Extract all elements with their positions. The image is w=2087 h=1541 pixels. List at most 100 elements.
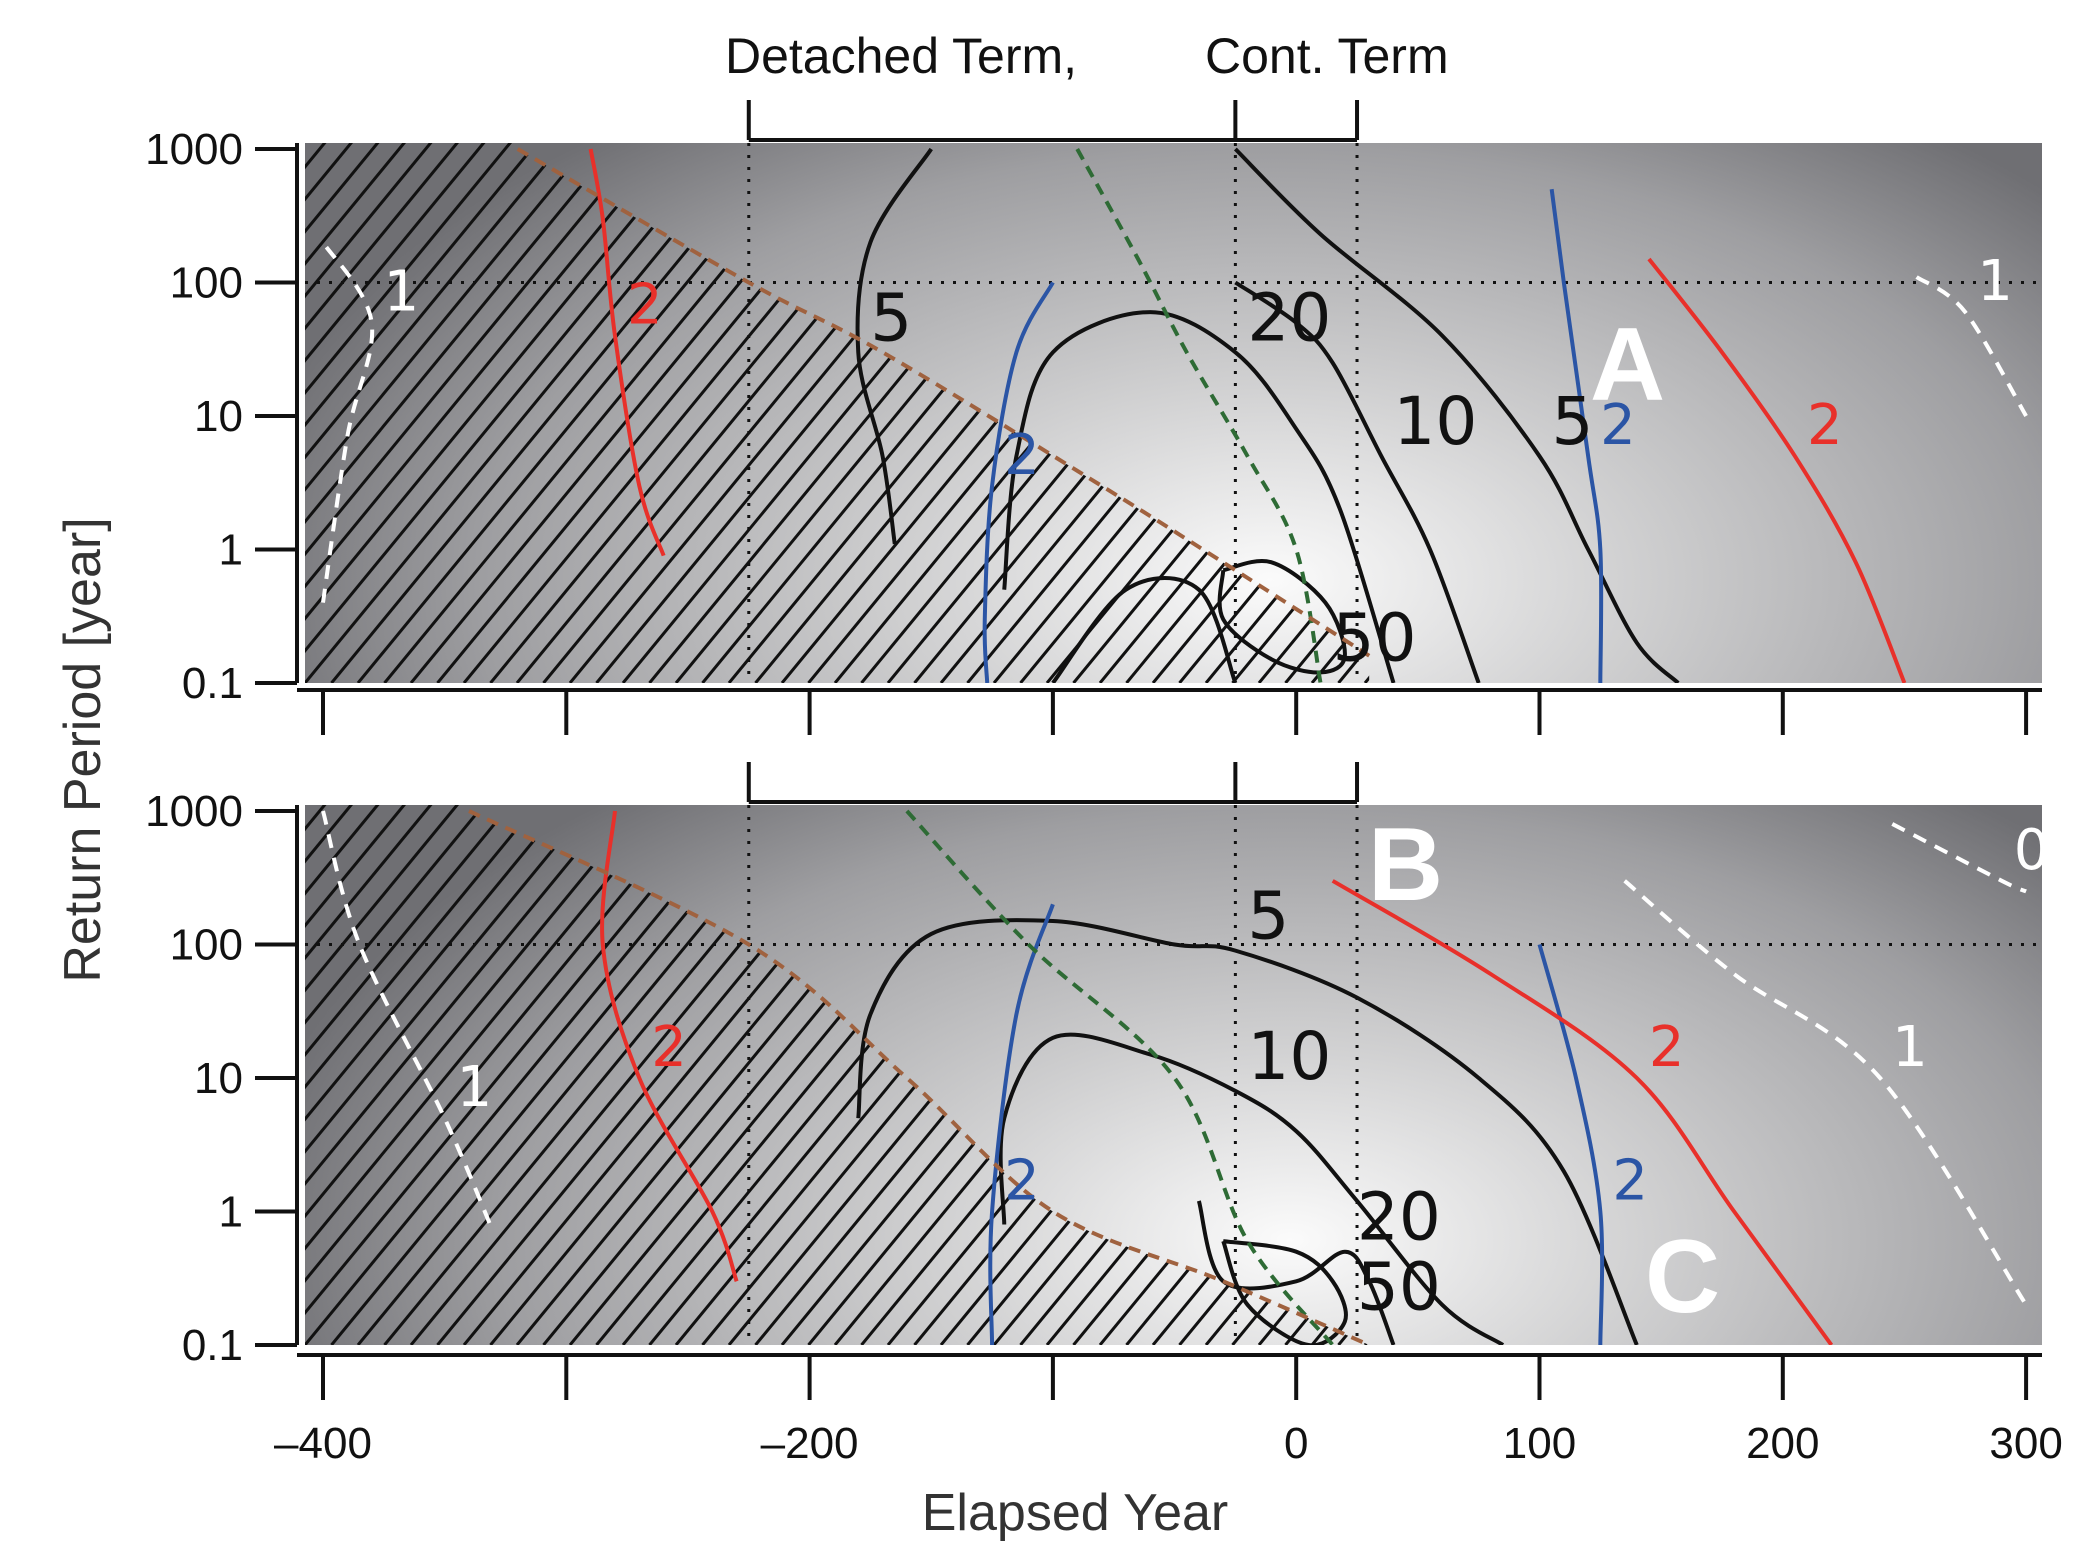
contour-blue-2: [988, 903, 1055, 1345]
y-tick-label: 1000: [145, 787, 243, 836]
hatch-line: [305, 143, 422, 683]
hatch-line: [1151, 143, 1370, 683]
contour-label: 1: [1977, 249, 2013, 314]
hatch-line: [305, 805, 661, 1345]
hatch-line: [305, 805, 422, 1345]
hatch-line: [305, 805, 581, 1345]
contour-label: 1: [384, 260, 420, 325]
hatch-line: [305, 805, 396, 1345]
contour-label: 2: [1600, 393, 1636, 458]
panel-bottom-contours: [321, 809, 2028, 1345]
panel-top-reference-lines: [305, 143, 2042, 683]
contour-label: 2: [651, 1015, 687, 1080]
hatch-line: [305, 143, 475, 683]
hatch-line: [0, 785, 288, 1345]
hatch-line: [305, 143, 528, 683]
hatch-line: [0, 123, 50, 683]
hatch-line: [305, 143, 608, 683]
contour-red-2: [1331, 879, 1834, 1345]
x-tick-label: 0: [1284, 1419, 1308, 1468]
hatch-line: [305, 805, 316, 1345]
hatch-line: [305, 805, 475, 1345]
contour-label: 1: [1892, 1015, 1928, 1080]
contour-label: 50: [1357, 1248, 1441, 1325]
hatch-line: [2081, 123, 2087, 683]
hatch-line: [0, 123, 23, 683]
contour-red-2: [588, 148, 666, 557]
contour-black-20: [1002, 310, 1396, 683]
contour-label: 1: [457, 1055, 493, 1120]
contour-label: 50: [1333, 599, 1417, 676]
contour-red-2: [1647, 257, 1907, 683]
hatch-line: [305, 805, 555, 1345]
hatch-line: [305, 805, 502, 1345]
panel-letter-a: A: [1590, 307, 1665, 423]
contour-green: [1075, 148, 1323, 683]
hatch-line: [305, 143, 396, 683]
contour-black-5: [855, 147, 933, 545]
contour-green: [905, 809, 1335, 1345]
panel-letter-b: B: [1368, 807, 1443, 923]
contour-label: 0.5: [2014, 818, 2087, 883]
hatch-line: [0, 123, 288, 683]
contour-red-2: [600, 810, 739, 1282]
x-tick-label: –200: [761, 1419, 859, 1468]
contour-label: 5: [870, 279, 912, 356]
x-tick-label: 100: [1503, 1419, 1576, 1468]
term-brackets: Detached Term, Cont. Term: [725, 28, 1449, 804]
hatch-line: [305, 143, 449, 683]
detached-term-label: Detached Term,: [725, 28, 1077, 84]
contour-label: 10: [1393, 383, 1477, 460]
hatch-line: [305, 143, 502, 683]
contour-black-10: [1234, 280, 1481, 683]
contour-white-1: [1915, 275, 2028, 418]
panel-letter-c: C: [1645, 1219, 1720, 1335]
contour-label: 20: [1357, 1179, 1441, 1256]
contour-blue-2: [1537, 943, 1605, 1345]
x-tick-label: 300: [1989, 1419, 2062, 1468]
contour-brown: [516, 147, 1371, 658]
contour-white-0.5: [1891, 822, 2027, 894]
y-axis-title: Return Period [year]: [54, 517, 112, 982]
axes: 0.1 1 10 100 1000 0.1 1 10 100 1000 –400 –200 0 100 20…: [145, 125, 2063, 1468]
continuous-term-label: Cont. Term: [1205, 28, 1449, 84]
panel-bottom-reference-lines: [305, 805, 2042, 1345]
contour-label: 2: [627, 273, 663, 338]
hatch-line: [305, 805, 449, 1345]
hatch-line: [0, 785, 23, 1345]
y-tick-label: 100: [170, 921, 243, 970]
contour-black-5: [1233, 147, 1680, 683]
contour-label: 2: [1004, 423, 1040, 488]
hatch-line: [305, 143, 343, 683]
contour-black-10: [998, 1032, 1505, 1345]
hatch-line: [305, 805, 528, 1345]
hatch-line: [2054, 123, 2087, 683]
contour-blue-2: [982, 281, 1055, 683]
contour-brown: [468, 809, 1370, 1345]
contour-label: 5: [1247, 878, 1289, 955]
hatch-line: [305, 143, 634, 683]
x-axis-title: Elapsed Year: [922, 1484, 1229, 1541]
hatch-line: [305, 805, 343, 1345]
contour-white-1: [1623, 879, 2028, 1306]
x-tick-label: –400: [274, 1419, 372, 1468]
hatch-line: [305, 143, 661, 683]
contour-label: 10: [1247, 1018, 1331, 1095]
contour-label: 20: [1247, 279, 1331, 356]
y-tick-label: 0.1: [182, 659, 243, 708]
x-tick-label: 200: [1746, 1419, 1819, 1468]
term-bracket-lines: [746, 100, 1360, 804]
hatch-line: [305, 805, 634, 1345]
contour-black-50: [1221, 1239, 1348, 1345]
y-tick-label: 10: [194, 1054, 243, 1103]
y-tick-label: 0.1: [182, 1321, 243, 1370]
hatch-line: [305, 143, 316, 683]
panel-top-background: [305, 143, 2042, 683]
contour-white-1: [321, 810, 496, 1233]
contour-black-50: [1217, 559, 1347, 675]
contour-label: 2: [1807, 393, 1843, 458]
